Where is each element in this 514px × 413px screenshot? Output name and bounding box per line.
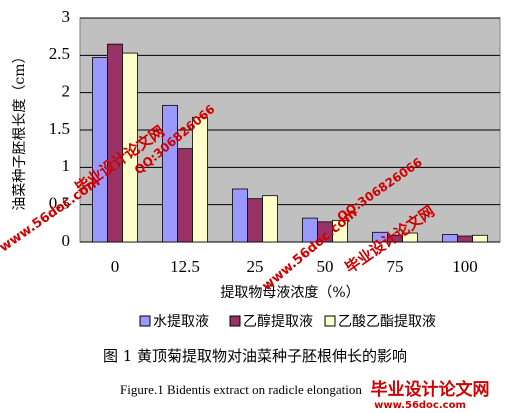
bar bbox=[472, 234, 488, 243]
watermark: www.56doc.com bbox=[374, 400, 466, 411]
y-tick-label: 3 bbox=[62, 7, 71, 26]
bar bbox=[262, 195, 278, 243]
bar bbox=[402, 232, 418, 243]
legend-swatch bbox=[229, 315, 241, 327]
y-axis-label: 油菜种子胚根长度（cm） bbox=[12, 49, 28, 210]
legend-label: 水提取液 bbox=[153, 314, 209, 330]
bar bbox=[107, 43, 123, 243]
legend-swatch bbox=[324, 315, 336, 327]
x-tick-label: 12.5 bbox=[170, 257, 200, 276]
bar bbox=[232, 188, 248, 243]
bar bbox=[442, 234, 458, 243]
x-axis-label: 提取物母液浓度（%） bbox=[220, 285, 359, 301]
bar bbox=[457, 235, 473, 243]
bar bbox=[162, 104, 178, 243]
caption-en: Figure.1 Bidentis extract on radicle elo… bbox=[120, 382, 362, 397]
caption-cn: 图 1 黄顶菊提取物对油菜种子胚根伸长的影响 bbox=[103, 347, 407, 365]
bar bbox=[177, 148, 193, 243]
bar bbox=[247, 198, 263, 243]
legend-label: 乙醇提取液 bbox=[243, 313, 313, 330]
bar bbox=[122, 52, 138, 243]
y-tick-label: 1 bbox=[62, 156, 71, 175]
y-tick-label: 1.5 bbox=[49, 119, 70, 138]
y-tick-label: 0.5 bbox=[49, 194, 70, 213]
bar bbox=[92, 57, 108, 243]
y-tick-label: 0 bbox=[62, 231, 71, 250]
y-tick-label: 2 bbox=[62, 82, 71, 101]
y-tick-label: 2.5 bbox=[49, 44, 70, 63]
x-tick-label: 100 bbox=[452, 257, 478, 276]
legend-swatch bbox=[139, 315, 151, 327]
bar bbox=[192, 116, 208, 243]
bar bbox=[332, 219, 348, 243]
x-tick-label: 50 bbox=[317, 257, 334, 276]
x-tick-label: 25 bbox=[247, 257, 264, 276]
watermark: 毕业设计论文网 bbox=[371, 379, 490, 400]
legend-label: 乙酸乙酯提取液 bbox=[338, 314, 436, 330]
x-tick-label: 75 bbox=[387, 257, 404, 276]
x-tick-label: 0 bbox=[111, 257, 120, 276]
